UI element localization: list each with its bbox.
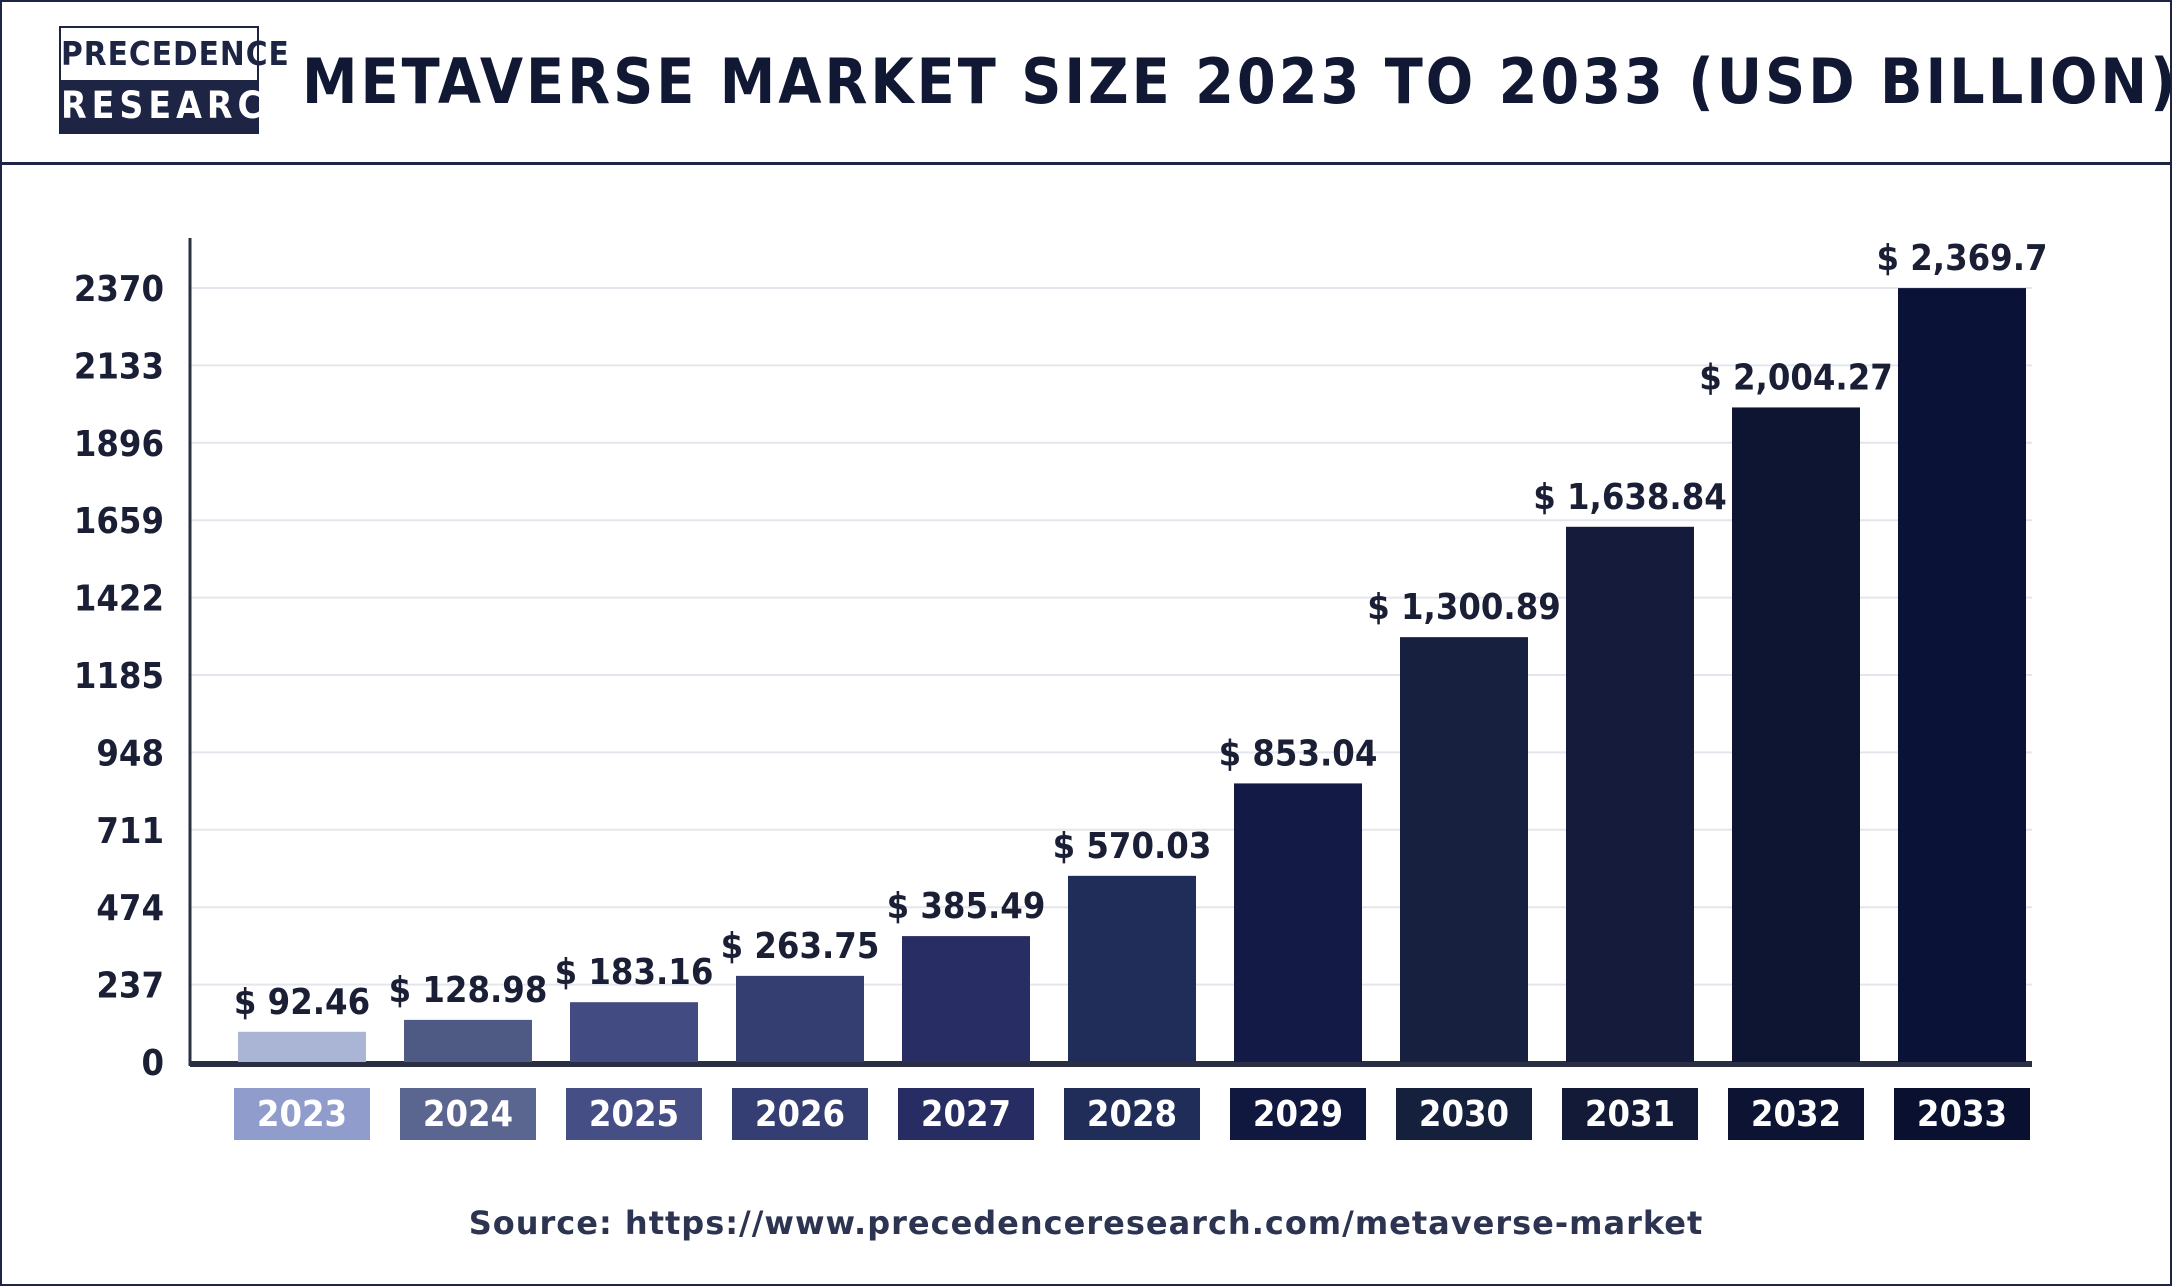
bar xyxy=(238,1031,366,1062)
bar xyxy=(1898,288,2026,1062)
bar xyxy=(1400,637,1528,1062)
y-tick-label: 711 xyxy=(96,811,164,852)
year-box xyxy=(1396,1088,1532,1140)
bar xyxy=(1566,526,1694,1062)
data-label: $ 1,638.84 xyxy=(1533,477,1727,518)
bar xyxy=(570,1002,698,1062)
x-tick-label: 2023 xyxy=(257,1094,347,1135)
year-box xyxy=(1894,1088,2030,1140)
x-tick-label: 2026 xyxy=(755,1094,845,1135)
logo: PRECEDENCE RESEARCH xyxy=(59,26,295,134)
y-tick-label: 2370 xyxy=(74,269,164,310)
data-label: $ 128.98 xyxy=(389,970,548,1011)
value-labels: $ 92.46 $ 128.98 $ 183.16$ 263.75$ 385.49$… xyxy=(234,238,2048,1023)
x-tick-label: 2030 xyxy=(1419,1094,1509,1135)
gridlines xyxy=(190,287,2032,986)
year-box xyxy=(1562,1088,1698,1140)
year-box xyxy=(732,1088,868,1140)
year-box xyxy=(1728,1088,1864,1140)
year-box xyxy=(1230,1088,1366,1140)
chart-title: METAVERSE MARKET SIZE 2023 TO 2033 (USD … xyxy=(302,45,2172,118)
bar xyxy=(1234,783,1362,1062)
x-tick-label: 2028 xyxy=(1087,1094,1177,1135)
year-box xyxy=(566,1088,702,1140)
y-tick-label: 237 xyxy=(96,966,164,1007)
bar xyxy=(736,975,864,1062)
x-tick-label: 2031 xyxy=(1585,1094,1675,1135)
x-tick-label: 2032 xyxy=(1751,1094,1841,1135)
data-label: $ 385.49 xyxy=(887,886,1046,927)
bar xyxy=(1068,875,1196,1062)
bar-chart: 0 237 474 711 948 1185 1422 1659 1896 2133 2370 $ … xyxy=(74,238,2048,1140)
x-tick-label: 2027 xyxy=(921,1094,1011,1135)
data-label: $ 92.46 xyxy=(234,982,370,1023)
axes xyxy=(188,238,2032,1067)
year-box xyxy=(400,1088,536,1140)
x-tick-label: 2033 xyxy=(1917,1094,2007,1135)
y-tick-label: 474 xyxy=(96,888,164,929)
year-box xyxy=(234,1088,370,1140)
source-note: Source: https://www.precedenceresearch.c… xyxy=(468,1204,1704,1242)
y-tick-labels: 0 237 474 711 948 1185 1422 1659 1896 2133 2370 xyxy=(74,269,164,1084)
logo-line-2: RESEARCH xyxy=(61,80,295,132)
data-label: $ 1,300.89 xyxy=(1367,587,1561,628)
data-label: $ 570.03 xyxy=(1053,826,1212,867)
bar xyxy=(404,1019,532,1062)
data-label: $ 2,369.7 xyxy=(1876,238,2047,279)
bars xyxy=(238,288,2026,1062)
x-tick-label: 2024 xyxy=(423,1094,513,1135)
data-label: $ 853.04 xyxy=(1219,733,1378,774)
year-box xyxy=(1064,1088,1200,1140)
data-label: $ 263.75 xyxy=(721,926,880,967)
x-tick-label: 2029 xyxy=(1253,1094,1343,1135)
y-tick-label: 1422 xyxy=(74,579,164,620)
year-labels: 2023 2024 2025 2026 2027 2028 2029 2030 2031 2032… xyxy=(234,1088,2030,1140)
y-tick-label: 2133 xyxy=(74,346,164,387)
y-tick-label: 0 xyxy=(141,1043,164,1084)
data-label: $ 183.16 xyxy=(555,952,714,993)
bar xyxy=(1732,407,1860,1062)
y-tick-label: 1896 xyxy=(74,424,164,465)
data-label: $ 2,004.27 xyxy=(1699,357,1893,398)
logo-line-1: PRECEDENCE xyxy=(61,28,289,80)
year-box xyxy=(898,1088,1034,1140)
y-tick-label: 948 xyxy=(96,733,164,774)
bar xyxy=(902,936,1030,1062)
x-tick-label: 2025 xyxy=(589,1094,679,1135)
y-tick-label: 1659 xyxy=(74,501,164,542)
y-tick-label: 1185 xyxy=(74,656,164,697)
header: PRECEDENCE RESEARCH METAVERSE MARKET SIZ… xyxy=(2,2,2172,165)
